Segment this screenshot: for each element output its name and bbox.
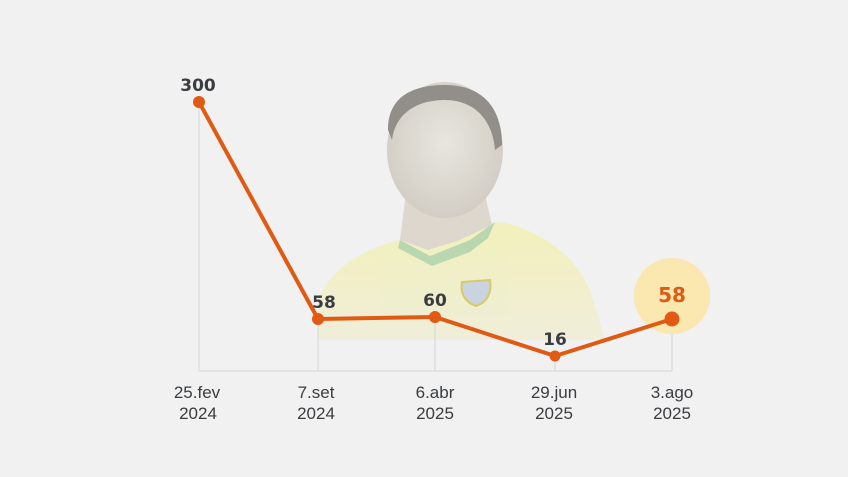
data-point bbox=[193, 96, 205, 108]
data-point bbox=[312, 313, 324, 325]
data-labels: 300 58 60 16 58 bbox=[180, 76, 686, 350]
data-point-highlighted bbox=[664, 311, 680, 327]
x-tick-label: 2024 bbox=[179, 404, 217, 423]
x-tick-label: 6.abr bbox=[416, 383, 455, 402]
x-tick-label: 3.ago bbox=[651, 383, 694, 402]
data-point bbox=[429, 311, 441, 323]
crest-icon bbox=[460, 278, 492, 308]
data-points bbox=[193, 96, 680, 362]
data-label: 58 bbox=[312, 293, 336, 313]
x-axis-labels: 25.fev 2024 7.set 2024 6.abr 2025 29.jun… bbox=[174, 383, 693, 423]
data-point bbox=[549, 350, 561, 362]
x-tick-label: 7.set bbox=[298, 383, 335, 402]
x-tick-label: 25.fev bbox=[174, 383, 221, 402]
data-label-highlighted: 58 bbox=[658, 283, 686, 307]
highlight-circle bbox=[634, 258, 710, 334]
data-label: 16 bbox=[543, 330, 567, 350]
x-tick-label: 2025 bbox=[535, 404, 573, 423]
x-tick-label: 2025 bbox=[653, 404, 691, 423]
data-label: 60 bbox=[423, 291, 447, 311]
data-label: 300 bbox=[180, 76, 216, 96]
x-tick-label: 2025 bbox=[416, 404, 454, 423]
x-tick-label: 29.jun bbox=[531, 383, 577, 402]
background-photo bbox=[318, 82, 605, 340]
x-tick-label: 2024 bbox=[297, 404, 335, 423]
